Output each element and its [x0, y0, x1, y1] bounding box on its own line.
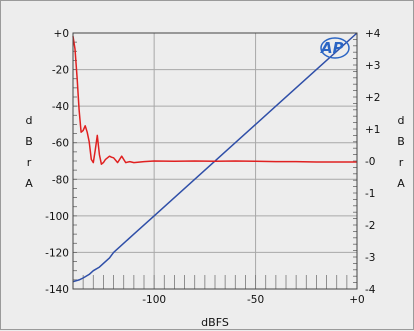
y-right-tick-label: -2 [365, 220, 375, 232]
y-left-tick-label: -100 [45, 211, 69, 223]
y-left-axis-label-char: d [26, 114, 33, 127]
y-right-tick-label: -3 [365, 252, 375, 264]
tick-labels: +0 -20 -40 -60 -80 -100 -120 -140 +4 +3 +2 +1 -0 -1 -2… [45, 28, 381, 306]
y-left-tick-label: -140 [45, 284, 69, 296]
y-right-axis-label-char: B [397, 135, 405, 148]
y-right-tick-label: -4 [365, 284, 376, 296]
minor-ticks [72, 32, 358, 290]
y-left-axis-label-char: r [27, 156, 32, 169]
series-layer [72, 32, 358, 283]
y-right-tick-label: +1 [365, 124, 380, 136]
series-line-1 [72, 32, 358, 283]
y-left-tick-label: -20 [52, 65, 69, 77]
y-left-tick-label: -80 [52, 174, 69, 186]
y-right-axis-label-char: d [398, 114, 405, 127]
ap-logo-text: AP [320, 39, 344, 57]
y-left-tick-label: -120 [45, 247, 69, 259]
y-right-axis-label-char: r [399, 156, 404, 169]
y-left-tick-label: +0 [54, 28, 69, 40]
x-axis-label: dBFS [201, 316, 229, 329]
series-line-2 [72, 36, 357, 165]
grid [73, 33, 357, 289]
y-left-tick-label: -40 [52, 101, 69, 113]
y-right-tick-label: +3 [365, 60, 380, 72]
x-tick-label: -50 [247, 294, 264, 306]
x-tick-label: -100 [142, 294, 166, 306]
y-right-tick-label: +4 [365, 28, 381, 40]
y-right-axis-label-char: A [397, 177, 405, 190]
y-right-tick-label: +2 [365, 92, 380, 104]
y-left-tick-label: -60 [52, 138, 69, 150]
y-left-axis-label-char: A [25, 177, 33, 190]
ap-logo-ring-icon [320, 37, 350, 59]
ap-logo: AP [320, 37, 350, 59]
y-right-tick-label: -0 [365, 156, 375, 168]
y-right-tick-label: -1 [365, 188, 375, 200]
x-tick-label: +0 [349, 294, 364, 306]
plot-border [72, 32, 358, 290]
y-left-axis-label-char: B [25, 135, 33, 148]
